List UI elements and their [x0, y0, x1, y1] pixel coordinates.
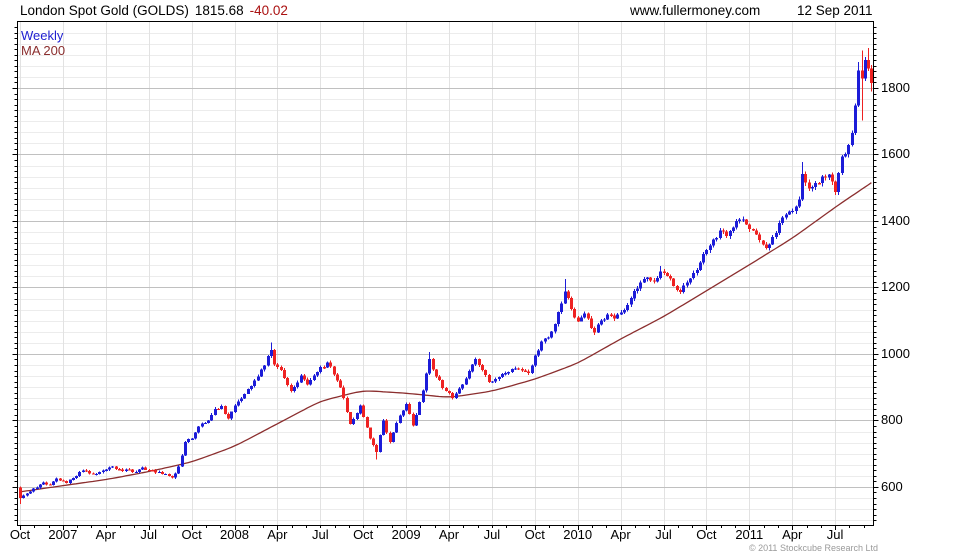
legend-weekly-label: Weekly: [21, 28, 64, 43]
x-axis-label: Jul: [655, 527, 672, 542]
chart-header: London Spot Gold (GOLDS) 1815.68 -40.02: [20, 3, 288, 18]
copyright-label: © 2011 Stockcube Research Ltd: [748, 543, 878, 553]
y-axis-label: 800: [881, 412, 903, 428]
x-axis-label: Apr: [438, 527, 460, 542]
x-axis-label: Jul: [311, 527, 329, 542]
y-axis-label: 1800: [881, 79, 910, 95]
x-axis-label: Oct: [9, 527, 31, 542]
y-axis-label: 600: [881, 478, 903, 494]
y-axis-label: 1200: [881, 279, 910, 295]
website-label: www.fullermoney.com: [630, 3, 761, 18]
x-axis-label: Jul: [140, 527, 157, 542]
last-price: 1815.68: [194, 3, 244, 18]
x-axis-label: Oct: [696, 527, 717, 542]
price-change: -40.02: [249, 3, 288, 18]
x-axis-label: Apr: [610, 527, 631, 542]
x-axis-label: 2008: [220, 527, 249, 542]
x-axis-label: 2007: [48, 527, 78, 542]
x-axis-label: 2009: [391, 527, 421, 542]
legend-ma200-label: MA 200: [21, 43, 66, 58]
x-axis-label: Oct: [524, 527, 545, 542]
date-label: 12 Sep 2011: [797, 3, 873, 18]
x-axis-label: Apr: [95, 527, 116, 542]
x-axis-label: Jul: [483, 527, 501, 542]
page-title: London Spot Gold (GOLDS): [20, 3, 189, 18]
y-axis-label: 1600: [881, 146, 910, 162]
x-axis-label: Oct: [181, 527, 202, 542]
x-axis-label: Apr: [267, 527, 288, 542]
x-axis-label: Jul: [826, 527, 844, 542]
x-axis-label: Apr: [782, 527, 803, 542]
x-axis-label: 2011: [735, 527, 764, 542]
x-axis-label: Oct: [353, 527, 374, 542]
y-axis-label: 1000: [881, 345, 910, 361]
y-axis-label: 1400: [881, 212, 910, 228]
x-axis-label: 2010: [563, 527, 593, 542]
